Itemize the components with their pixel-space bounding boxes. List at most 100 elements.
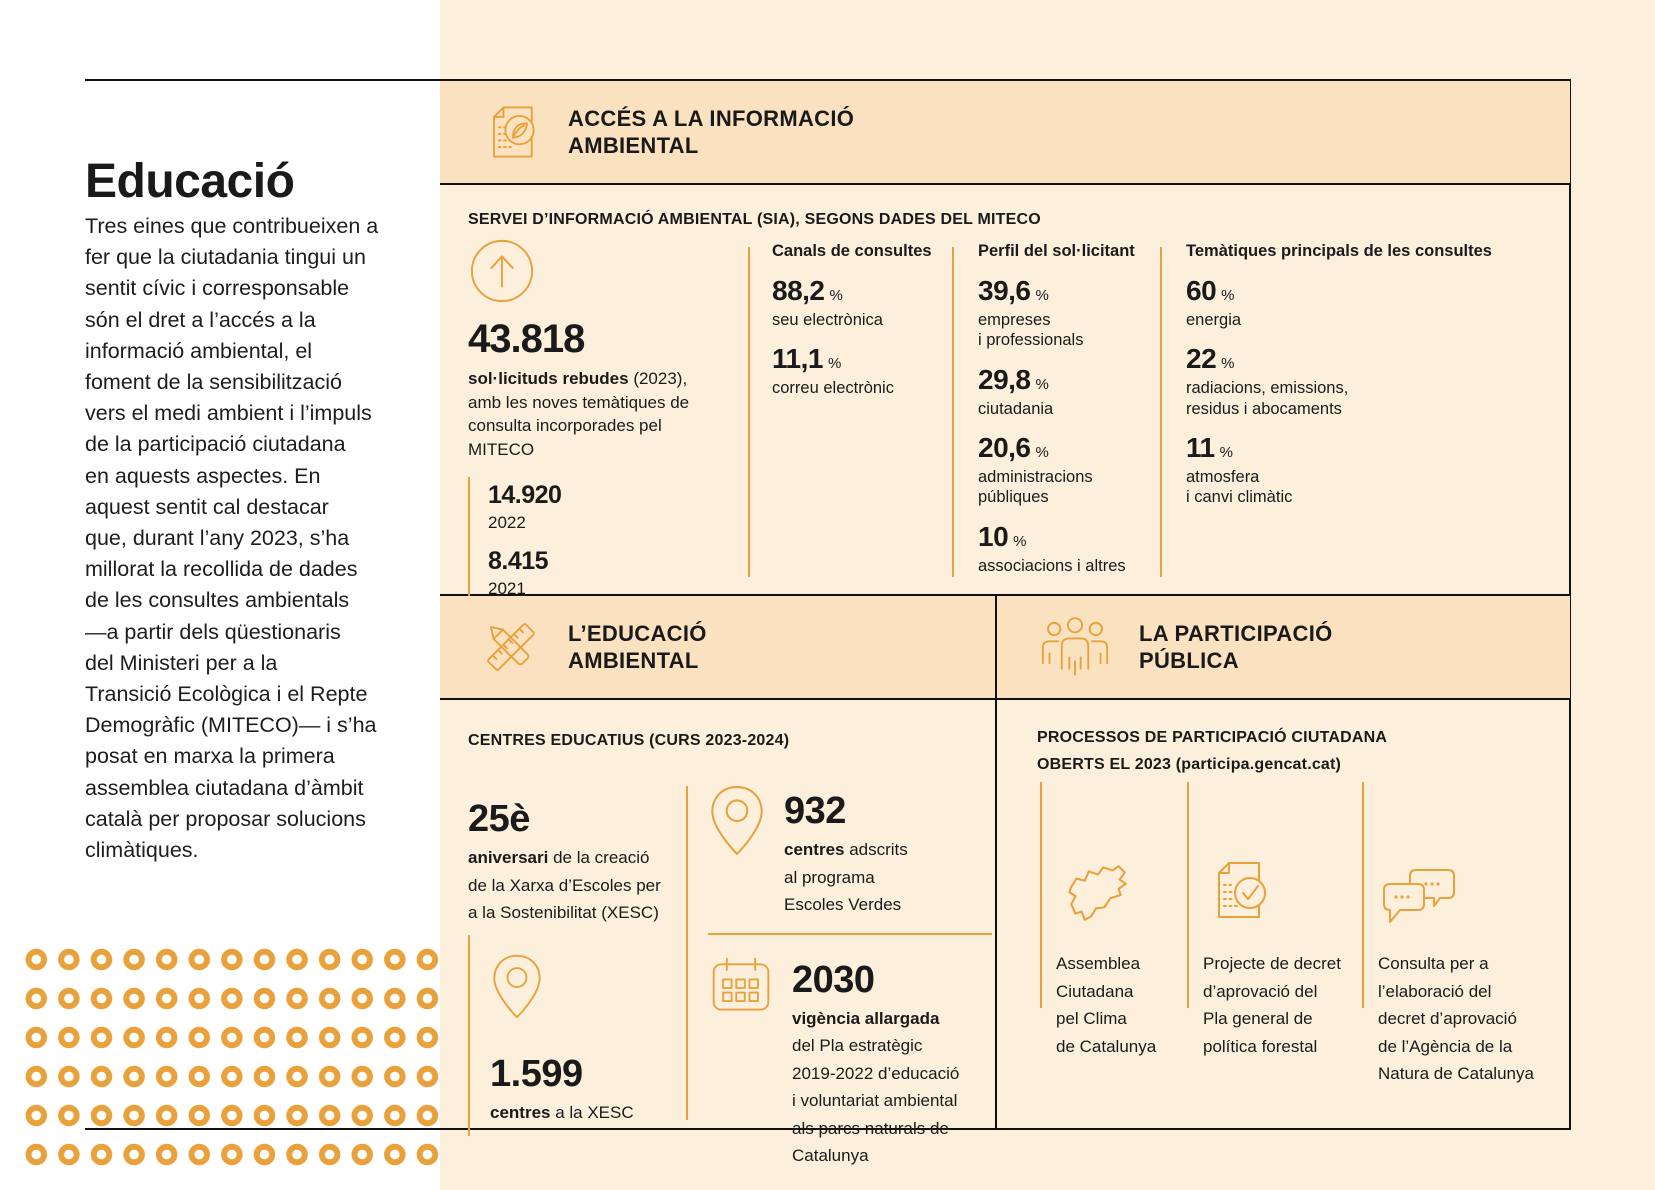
column-header: Canals de consultes bbox=[772, 242, 932, 260]
stat-label: associacions i altres bbox=[978, 556, 1126, 575]
stat-label: radiacions, emissions, residus i abocame… bbox=[1186, 379, 1349, 418]
location-pin-icon bbox=[490, 953, 682, 1021]
stat-label: vigència allargada del Pla estratègic 20… bbox=[792, 1008, 960, 1166]
participation-section-header: LA PARTICIPACIÓ PÚBLICA bbox=[997, 596, 1570, 700]
history-item: 14.920 2022 bbox=[488, 481, 732, 533]
calendar-icon bbox=[708, 953, 774, 1019]
top-rule bbox=[85, 79, 1571, 81]
document-leaf-icon bbox=[478, 99, 544, 165]
participation-section: LA PARTICIPACIÓ PÚBLICA PROCESSOS DE PAR… bbox=[995, 596, 1570, 1130]
stat-label: 2021 bbox=[488, 579, 526, 598]
stat-value: 10 bbox=[978, 520, 1009, 552]
sia-total-column: 43.818 sol·licituds rebudes (2023), amb … bbox=[468, 237, 732, 615]
stat-label: seu electrònica bbox=[772, 310, 883, 329]
arrow-up-circle-icon bbox=[468, 237, 732, 305]
participation-item: Assemblea Ciutadana pel Clima de Catalun… bbox=[1056, 782, 1201, 1060]
stat-unit: % bbox=[1221, 355, 1235, 373]
pla-estrategic-block: 2030 vigència allargada del Pla estratèg… bbox=[708, 953, 992, 1170]
stat-label: administracions públiques bbox=[978, 467, 1093, 507]
participation-item: Projecte de decret d’aprovació del Pla g… bbox=[1203, 782, 1368, 1060]
stat: 60% energia bbox=[1186, 275, 1546, 330]
stat-value: 29,8 bbox=[978, 363, 1031, 395]
stat-value: 11,1 bbox=[772, 343, 823, 375]
stat-unit: % bbox=[827, 355, 842, 373]
stat: 29,8% ciutadania bbox=[978, 363, 1154, 419]
bottom-rule bbox=[85, 1128, 1571, 1130]
xesc-centres-block: 1.599 centres a la XESC bbox=[468, 934, 682, 1136]
stat-value: 11 bbox=[1186, 432, 1215, 464]
stat-label: centres adscrits al programa Escoles Ver… bbox=[784, 840, 908, 914]
stat-value: 932 bbox=[784, 790, 846, 832]
sia-profile-column: Perfil del sol·licitant 39,6% empreses i… bbox=[978, 241, 1154, 576]
stat: 20,6% administracions públiques bbox=[978, 432, 1154, 508]
pencil-ruler-icon bbox=[478, 614, 544, 680]
stat-label: empreses i professionals bbox=[978, 310, 1084, 350]
stat-value: 20,6 bbox=[978, 432, 1031, 464]
stat: 10% associacions i altres bbox=[978, 520, 1154, 576]
stat: 11,1% correu electrònic bbox=[772, 343, 944, 398]
stat-unit: % bbox=[1219, 444, 1233, 462]
stat-label: centres a la XESC bbox=[490, 1102, 634, 1122]
sia-topics-column: Temàtiques principals de les consultes 6… bbox=[1186, 241, 1546, 508]
stat-label: ciutadania bbox=[978, 399, 1054, 418]
stat: 39,6% empreses i professionals bbox=[978, 275, 1154, 351]
participation-item-text: Consulta per a l’elaboració del decret d… bbox=[1378, 954, 1534, 1083]
sia-channels-column: Canals de consultes 88,2% seu electrònic… bbox=[772, 241, 944, 399]
sia-section-label: SERVEI D’INFORMACIÓ AMBIENTAL (SIA), SEG… bbox=[468, 211, 1041, 228]
participation-item-text: Projecte de decret d’aprovació del Pla g… bbox=[1203, 954, 1341, 1056]
stat-unit: % bbox=[1035, 287, 1049, 304]
stat-unit: % bbox=[1013, 532, 1027, 550]
stat-label: aniversari de la creació de la Xarxa d’E… bbox=[468, 848, 661, 922]
column-divider bbox=[1160, 247, 1162, 577]
stat-label: correu electrònic bbox=[772, 379, 894, 398]
stat-unit: % bbox=[829, 287, 843, 304]
item-divider bbox=[1362, 782, 1364, 1008]
stat-unit: % bbox=[1221, 287, 1235, 304]
stat-value: 1.599 bbox=[490, 1052, 583, 1095]
access-section-title: ACCÉS A LA INFORMACIÓ AMBIENTAL bbox=[568, 106, 855, 158]
page-title: Educació bbox=[85, 155, 295, 209]
stat-unit: % bbox=[1035, 375, 1049, 393]
education-xesc-column: 25è aniversari de la creació de la Xarxa… bbox=[468, 800, 682, 1136]
row-divider bbox=[708, 932, 992, 935]
right-rule bbox=[1569, 79, 1571, 1130]
stat: 11% atmosfera i canvi climàtic bbox=[1186, 432, 1546, 508]
column-header: Perfil del sol·licitant bbox=[978, 242, 1135, 260]
stat-value: 2030 bbox=[792, 958, 875, 1001]
column-divider bbox=[952, 247, 954, 577]
stat-value: 43.818 bbox=[468, 317, 585, 361]
history-item: 8.415 2021 bbox=[488, 547, 732, 599]
education-section-title: L’EDUCACIÓ AMBIENTAL bbox=[568, 621, 707, 673]
stat: 22% radiacions, emissions, residus i abo… bbox=[1186, 343, 1546, 419]
stat-value: 25è bbox=[468, 798, 530, 840]
participation-item: Consulta per a l’elaboració del decret d… bbox=[1378, 782, 1568, 1088]
stat-unit: % bbox=[1035, 444, 1049, 462]
education-section-body: CENTRES EDUCATIUS (CURS 2023-2024) 25è a… bbox=[440, 700, 995, 1165]
education-programs-column: 932 centres adscrits al programa Escoles… bbox=[708, 784, 992, 1170]
stat: 88,2% seu electrònica bbox=[772, 275, 944, 330]
stat-value: 39,6 bbox=[978, 275, 1031, 306]
chat-bubbles-icon bbox=[1378, 782, 1568, 930]
dots-pattern-decoration bbox=[20, 940, 444, 1174]
participation-section-label: PROCESSOS DE PARTICIPACIÓ CIUTADANA OBER… bbox=[1037, 729, 1388, 773]
stat-value: 60 bbox=[1186, 275, 1217, 306]
participation-section-body: PROCESSOS DE PARTICIPACIÓ CIUTADANA OBER… bbox=[997, 700, 1570, 1130]
catalonia-map-icon bbox=[1056, 782, 1201, 930]
sia-section: SERVEI D’INFORMACIÓ AMBIENTAL (SIA), SEG… bbox=[440, 185, 1570, 615]
stat-value: 14.920 bbox=[488, 481, 562, 509]
stat-value: 8.415 bbox=[488, 547, 549, 575]
participation-section-title: LA PARTICIPACIÓ PÚBLICA bbox=[1139, 621, 1333, 673]
stat-label: atmosfera i canvi climàtic bbox=[1186, 467, 1293, 507]
sia-history: 14.920 2022 8.415 2021 bbox=[468, 477, 732, 615]
stat-label: energia bbox=[1186, 310, 1242, 329]
participation-item-text: Assemblea Ciutadana pel Clima de Catalun… bbox=[1056, 954, 1157, 1056]
document-check-icon bbox=[1203, 782, 1368, 930]
people-group-icon bbox=[1035, 612, 1115, 682]
stat-label: 2022 bbox=[488, 513, 526, 532]
stat-value: 22 bbox=[1186, 343, 1217, 375]
column-divider bbox=[686, 786, 688, 1120]
stat-label: sol·licituds rebudes (2023), amb les nov… bbox=[468, 369, 690, 459]
column-divider bbox=[748, 247, 750, 577]
stat-value: 88,2 bbox=[772, 275, 825, 306]
item-divider bbox=[1040, 782, 1042, 1008]
